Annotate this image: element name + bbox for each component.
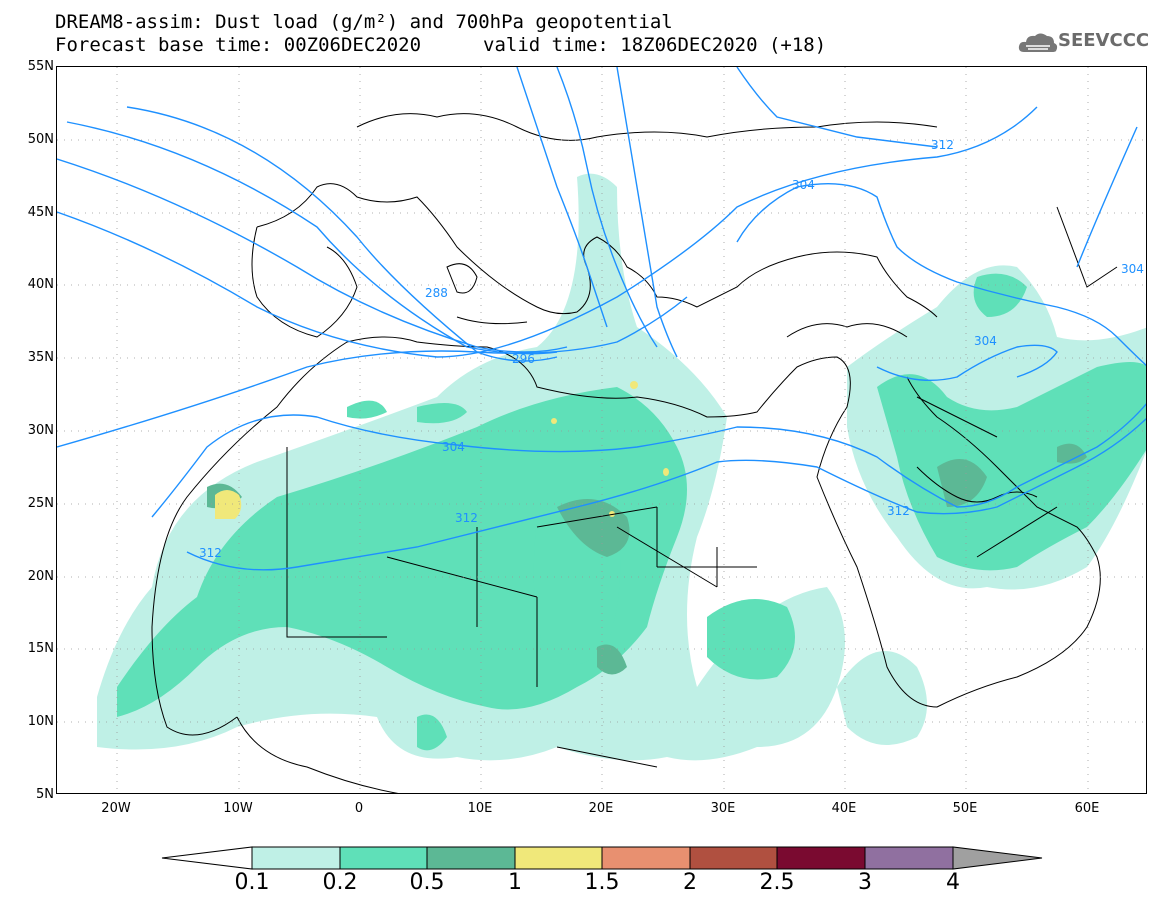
colorbar-bin (514, 846, 603, 870)
contour-label: 312 (887, 504, 910, 518)
colorbar-low-triangle (161, 846, 253, 870)
lon-label: 60E (1074, 801, 1100, 816)
colorbar-bin (864, 846, 954, 870)
logo-text: SEEVCCC (1058, 30, 1150, 51)
contour-label: 304 (1121, 262, 1144, 276)
colorbar-tick: 4 (946, 870, 960, 895)
map-canvas: 288 296 304 312 304 312 304 312 304 312 (57, 67, 1146, 793)
contour-labels: 288 296 304 312 304 312 304 312 304 312 (199, 138, 1144, 560)
lon-label: 10E (467, 801, 493, 816)
lon-label: 10W (223, 801, 253, 816)
lon-label: 20W (101, 801, 131, 816)
geopotential-contours (57, 67, 1146, 571)
lat-label: 30N (27, 423, 54, 438)
valid-time: valid time: 18Z06DEC2020 (+18) (483, 34, 827, 56)
contour-label: 312 (199, 546, 222, 560)
lat-label: 50N (27, 132, 54, 147)
colorbar-high-triangle (952, 846, 1043, 870)
lat-label: 10N (27, 714, 54, 729)
contour-label: 312 (931, 138, 954, 152)
graticule (57, 67, 1146, 793)
lat-label: 35N (27, 350, 54, 365)
colorbar-tick: 1.5 (584, 870, 620, 895)
dust-yellow (215, 381, 669, 519)
map-title: DREAM8-assim: Dust load (g/m²) and 700hP… (55, 11, 673, 33)
colorbar-tick: 2 (683, 870, 697, 895)
contour-label: 304 (442, 440, 465, 454)
colorbar-tick: 0.2 (322, 870, 358, 895)
coastlines (151, 113, 1118, 793)
lon-label: 30E (710, 801, 736, 816)
lat-label: 15N (27, 641, 54, 656)
lon-label: 0 (354, 801, 364, 816)
forecast-base-time: Forecast base time: 00Z06DEC2020 (55, 34, 422, 56)
colorbar-bin (339, 846, 428, 870)
lat-label: 40N (27, 277, 54, 292)
lon-label: 50E (952, 801, 978, 816)
contour-label: 288 (425, 286, 448, 300)
colorbar (161, 846, 1043, 870)
colorbar-bin (601, 846, 691, 870)
lat-label: 45N (27, 205, 54, 220)
contour-label: 304 (974, 334, 997, 348)
colorbar-tick: 3 (858, 870, 872, 895)
lat-label: 20N (27, 569, 54, 584)
lon-label: 40E (831, 801, 857, 816)
lat-label: 55N (27, 59, 54, 74)
contour-label: 312 (455, 511, 478, 525)
colorbar-bin (251, 846, 341, 870)
colorbar-tick: 0.5 (409, 870, 445, 895)
lon-label: 20E (588, 801, 614, 816)
colorbar-bin (776, 846, 866, 870)
colorbar-tick: 2.5 (759, 870, 795, 895)
dust-medium (117, 273, 1146, 751)
colorbar-bin (689, 846, 778, 870)
colorbar-tick: 1 (508, 870, 522, 895)
lat-label: 25N (27, 496, 54, 511)
contour-label: 296 (512, 352, 535, 366)
contour-label: 304 (792, 178, 815, 192)
cloud-logo-icon (1018, 33, 1058, 52)
lat-label: 5N (36, 787, 54, 802)
colorbar-bin (426, 846, 516, 870)
colorbar-tick: 0.1 (234, 870, 270, 895)
map-panel: 288 296 304 312 304 312 304 312 304 312 (56, 66, 1147, 794)
